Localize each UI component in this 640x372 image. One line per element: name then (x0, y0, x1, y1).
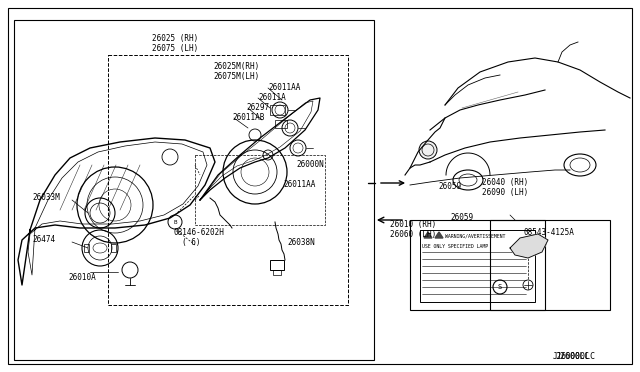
Bar (270, 260, 284, 270)
Text: 26010A: 26010A (68, 273, 96, 282)
Bar (14, 20, 374, 360)
Text: 26000N: 26000N (296, 160, 324, 169)
Text: 26060 (LH): 26060 (LH) (390, 230, 436, 239)
Circle shape (419, 141, 437, 159)
Polygon shape (435, 232, 443, 238)
Text: 26040 (RH): 26040 (RH) (482, 178, 528, 187)
Bar (270, 105, 285, 115)
Bar (84, 244, 89, 252)
Bar (420, 230, 535, 302)
Text: 26010 (RH): 26010 (RH) (390, 220, 436, 229)
Bar (275, 120, 287, 128)
Polygon shape (510, 234, 548, 258)
Text: J26000LC: J26000LC (553, 352, 590, 361)
Text: 08146-6202H: 08146-6202H (173, 228, 224, 237)
Text: B: B (173, 219, 177, 224)
Bar (273, 270, 281, 275)
Text: 26038N: 26038N (287, 238, 315, 247)
Text: 26075 (LH): 26075 (LH) (152, 44, 198, 53)
Text: 26025 (RH): 26025 (RH) (152, 34, 198, 43)
Text: 08543-4125A: 08543-4125A (523, 228, 574, 237)
Bar (195, 155, 325, 225)
Text: WARNING/AVERTISSEMENT: WARNING/AVERTISSEMENT (445, 234, 506, 239)
Bar (108, 55, 348, 305)
Polygon shape (424, 232, 432, 238)
Text: 26059: 26059 (438, 182, 461, 191)
Text: USE ONLY SPECIFIED LAMP: USE ONLY SPECIFIED LAMP (422, 244, 488, 249)
Text: S: S (498, 284, 502, 290)
Text: J26000LC: J26000LC (556, 352, 596, 361)
Text: 26011AB: 26011AB (232, 113, 264, 122)
Text: 26075M(LH): 26075M(LH) (213, 72, 259, 81)
Text: 26011AA: 26011AA (283, 180, 316, 189)
Text: ( 2): ( 2) (530, 238, 548, 247)
Text: 26033M: 26033M (32, 193, 60, 202)
Text: 26011A: 26011A (258, 93, 285, 102)
Bar (410, 220, 545, 310)
Text: 26474: 26474 (32, 235, 55, 244)
Text: 26090 (LH): 26090 (LH) (482, 188, 528, 197)
Bar (111, 244, 116, 252)
Text: 26025M(RH): 26025M(RH) (213, 62, 259, 71)
Text: 26011AA: 26011AA (268, 83, 300, 92)
Text: 26059: 26059 (450, 213, 473, 222)
Bar (490, 220, 610, 310)
Text: ( 6): ( 6) (182, 238, 200, 247)
Text: 26297: 26297 (246, 103, 269, 112)
